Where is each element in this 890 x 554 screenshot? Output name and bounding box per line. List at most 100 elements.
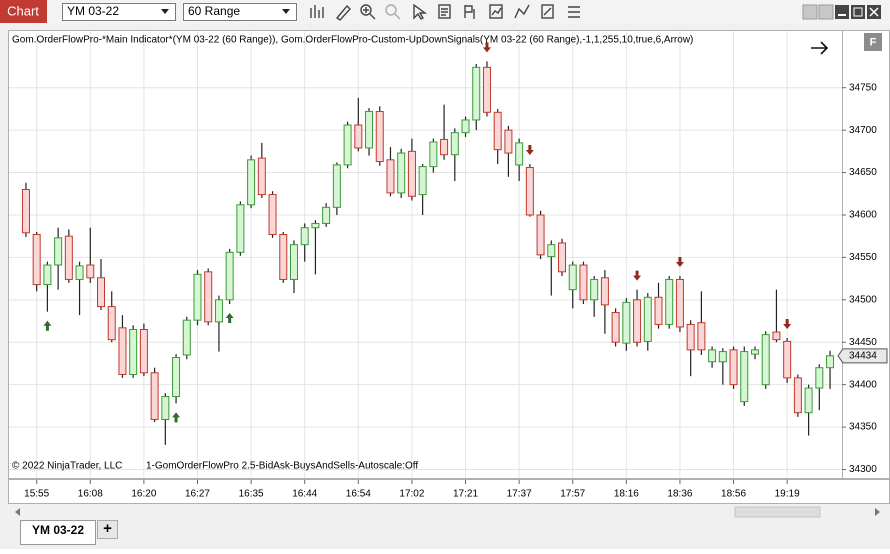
candle-down (525, 166, 534, 216)
candle-down (536, 214, 545, 256)
tab[interactable] (20, 520, 96, 545)
candle-up (332, 164, 341, 208)
y-tick-label: 34300 (849, 464, 877, 475)
scroll-to-end-arrow[interactable] (811, 41, 829, 55)
y-tick-label: 34600 (849, 210, 877, 221)
x-tick-label: 18:36 (667, 489, 692, 500)
candle-down (611, 312, 620, 343)
signal-up-arrow (172, 412, 181, 423)
footer-label: 1-GomOrderFlowPro 2.5-BidAsk-BuysAndSell… (146, 461, 418, 472)
candle-up (182, 319, 191, 356)
candle-up (75, 265, 84, 280)
candle-up (718, 351, 727, 363)
x-tick-label: 16:54 (346, 489, 371, 500)
candle-down (32, 233, 41, 286)
x-axis: 15:55 16:08 16:20 16:27 16:35 16:44 16:54 17:02… (24, 480, 800, 500)
scroll-thumb[interactable] (734, 506, 821, 518)
window-button[interactable] (802, 4, 818, 20)
draw-icon[interactable] (335, 4, 351, 21)
candle-up (665, 278, 674, 325)
candle-up (311, 222, 320, 229)
candle-down (268, 194, 277, 235)
x-tick-label: 17:37 (507, 489, 532, 500)
y-tick-label: 34550 (849, 252, 877, 263)
y-tick-label: 34700 (849, 125, 877, 136)
candle-up (161, 396, 170, 420)
candle-down (118, 327, 127, 375)
x-tick-label: 16:27 (185, 489, 210, 500)
window-buttons (802, 4, 881, 20)
candle-up (418, 166, 427, 196)
candle-down (729, 349, 738, 386)
signal-down-arrow (783, 319, 792, 329)
candle-up (708, 349, 717, 363)
candle-up (622, 301, 631, 344)
x-tick-label: 18:56 (721, 489, 746, 500)
x-tick-label: 17:02 (399, 489, 424, 500)
candle-down (375, 110, 384, 163)
toolbar-icons (310, 3, 580, 21)
signal-up-arrow (43, 320, 52, 331)
candle-up (225, 251, 234, 301)
candle-down (86, 264, 95, 279)
signal-down-arrow (482, 42, 491, 53)
candle-down (407, 150, 416, 197)
zoom-out-icon[interactable] (385, 4, 397, 16)
candle-up (461, 119, 470, 134)
indicator-icon[interactable] (514, 4, 530, 19)
strategy-icon[interactable] (489, 4, 503, 19)
candle-down (783, 340, 792, 379)
candle-up (247, 159, 256, 206)
candle-up (750, 349, 759, 355)
interval-select[interactable] (183, 3, 297, 21)
candle-up (804, 387, 813, 414)
chart-panel (8, 30, 890, 479)
candle-up (643, 296, 652, 342)
x-tick-label: 16:20 (131, 489, 156, 500)
candle-up (289, 244, 298, 280)
minimize-button[interactable] (835, 5, 849, 19)
app-badge[interactable] (0, 0, 47, 23)
bars-icon[interactable] (310, 5, 324, 18)
signal-down-arrow (525, 145, 534, 156)
x-tick-label: 19:19 (775, 489, 800, 500)
candle-up (568, 264, 577, 291)
candle-down (21, 189, 30, 234)
candle-down (279, 233, 288, 280)
add-tab[interactable] (97, 520, 118, 539)
candle-up (450, 132, 459, 156)
properties-icon[interactable] (438, 4, 451, 19)
candle-down (204, 271, 213, 323)
pointer-icon[interactable] (413, 3, 428, 20)
candle-down (97, 277, 106, 308)
candle-up (740, 351, 749, 403)
interval-label: 60 Range (188, 4, 240, 18)
scrollbar[interactable] (8, 505, 889, 519)
maximize-button[interactable] (851, 5, 865, 19)
panel-badge: F (870, 36, 877, 48)
candle-down (633, 299, 642, 343)
indicator-label: Gom.OrderFlowPro-*Main Indicator*(YM 03-… (12, 35, 693, 46)
candle-down (675, 278, 684, 328)
signal-up-arrow (225, 313, 234, 324)
analyzer-icon[interactable] (541, 4, 554, 19)
x-tick-label: 18:16 (614, 489, 639, 500)
y-tick-label: 34750 (849, 82, 877, 93)
template-icon[interactable] (464, 5, 475, 19)
instrument-select[interactable] (62, 3, 176, 21)
candle-up (43, 264, 52, 286)
y-tick-label: 34650 (849, 167, 877, 178)
list-icon[interactable] (568, 6, 580, 18)
candle-up (54, 237, 63, 266)
x-tick-label: 17:57 (560, 489, 585, 500)
zoom-in-icon[interactable] (360, 4, 372, 16)
candle-up (129, 329, 138, 375)
candle-down (139, 329, 148, 374)
dropdown-arrow (282, 9, 290, 14)
time-axis (8, 479, 890, 504)
candle-down (504, 129, 513, 154)
window-button[interactable] (818, 4, 834, 20)
candle-down (257, 157, 266, 196)
y-tick-label: 34350 (849, 422, 877, 433)
panel-badge-box[interactable] (864, 33, 882, 51)
